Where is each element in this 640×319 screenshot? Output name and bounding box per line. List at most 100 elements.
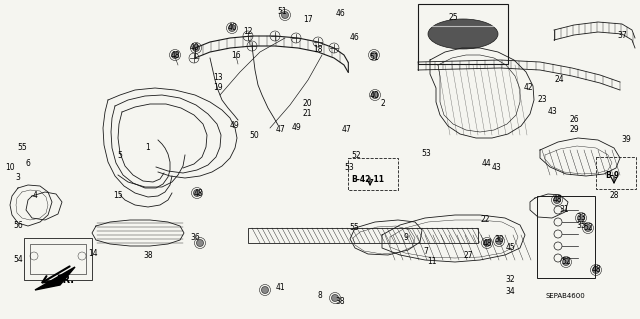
Bar	[596, 157, 636, 189]
Circle shape	[584, 225, 591, 232]
Text: 12: 12	[243, 27, 253, 36]
Text: 29: 29	[569, 125, 579, 135]
Text: 46: 46	[335, 10, 345, 19]
Text: 48: 48	[193, 189, 203, 197]
Text: 15: 15	[113, 190, 123, 199]
Text: 43: 43	[547, 108, 557, 116]
Text: 16: 16	[231, 51, 241, 61]
Text: 55: 55	[349, 224, 359, 233]
Text: B-9: B-9	[605, 172, 619, 181]
Text: 1: 1	[146, 144, 150, 152]
Circle shape	[563, 258, 570, 265]
Text: 21: 21	[302, 108, 312, 117]
Text: 11: 11	[428, 257, 436, 266]
Text: 37: 37	[617, 32, 627, 41]
Text: 55: 55	[17, 144, 27, 152]
Text: 51: 51	[369, 54, 379, 63]
Ellipse shape	[428, 19, 498, 49]
Text: 27: 27	[463, 251, 473, 261]
Polygon shape	[35, 267, 75, 290]
Text: SEPAB4600: SEPAB4600	[545, 293, 585, 299]
Circle shape	[371, 51, 378, 58]
Text: 22: 22	[480, 214, 490, 224]
Circle shape	[228, 25, 236, 32]
Text: 52: 52	[583, 224, 593, 233]
Text: 40: 40	[227, 24, 237, 33]
Text: 38: 38	[143, 250, 153, 259]
Text: 41: 41	[275, 284, 285, 293]
Text: 42: 42	[523, 84, 533, 93]
Text: 48: 48	[591, 265, 601, 275]
Text: 48: 48	[552, 196, 562, 204]
Text: 45: 45	[505, 243, 515, 253]
Bar	[30, 244, 86, 274]
Circle shape	[593, 266, 600, 273]
Circle shape	[172, 51, 179, 58]
Text: 34: 34	[505, 286, 515, 295]
Text: 44: 44	[481, 160, 491, 168]
Text: 46: 46	[350, 33, 360, 42]
Text: 36: 36	[190, 233, 200, 241]
Bar	[418, 4, 508, 64]
Text: 28: 28	[609, 191, 619, 201]
Circle shape	[495, 238, 502, 244]
Text: 54: 54	[13, 255, 23, 263]
Text: 13: 13	[213, 73, 223, 83]
Text: 20: 20	[302, 99, 312, 108]
Text: B-42-11: B-42-11	[351, 174, 385, 183]
Text: 49: 49	[291, 122, 301, 131]
Circle shape	[193, 189, 200, 197]
Text: 31: 31	[559, 205, 569, 214]
Circle shape	[332, 294, 339, 301]
Text: 10: 10	[5, 164, 15, 173]
Text: FR.: FR.	[56, 275, 74, 285]
Text: 19: 19	[213, 84, 223, 93]
Circle shape	[371, 92, 378, 99]
Circle shape	[262, 286, 269, 293]
Bar	[248, 228, 478, 243]
Circle shape	[282, 11, 289, 19]
Text: 33: 33	[576, 213, 586, 222]
Bar	[537, 196, 595, 278]
Text: 32: 32	[505, 275, 515, 284]
Text: 23: 23	[537, 95, 547, 105]
Text: 25: 25	[448, 13, 458, 23]
Text: 52: 52	[561, 257, 571, 266]
Text: 50: 50	[249, 130, 259, 139]
Text: 38: 38	[335, 296, 345, 306]
Text: 4: 4	[33, 191, 37, 201]
Text: 14: 14	[88, 249, 98, 258]
Text: 40: 40	[370, 91, 380, 100]
Circle shape	[193, 44, 200, 51]
Text: 52: 52	[351, 151, 361, 160]
Bar	[348, 158, 398, 190]
Text: 48: 48	[482, 239, 492, 248]
Text: 24: 24	[554, 76, 564, 85]
Text: 30: 30	[494, 235, 504, 244]
Text: 9: 9	[404, 234, 408, 242]
Text: 5: 5	[118, 151, 122, 160]
Text: 35: 35	[576, 221, 586, 231]
Text: 18: 18	[313, 46, 323, 55]
Text: 8: 8	[317, 291, 323, 300]
Text: 6: 6	[26, 159, 31, 167]
Text: 7: 7	[424, 248, 428, 256]
Text: 47: 47	[275, 125, 285, 135]
Circle shape	[554, 197, 561, 204]
Bar	[24, 238, 92, 280]
Text: 47: 47	[341, 125, 351, 135]
Circle shape	[196, 240, 204, 247]
Text: 48: 48	[170, 50, 180, 60]
Text: 2: 2	[381, 99, 385, 108]
Text: 40: 40	[189, 43, 199, 53]
Text: 39: 39	[621, 136, 631, 145]
Circle shape	[483, 240, 490, 247]
Text: 53: 53	[344, 164, 354, 173]
Text: 56: 56	[13, 220, 23, 229]
Text: 43: 43	[491, 164, 501, 173]
Circle shape	[577, 214, 584, 221]
Text: 53: 53	[421, 149, 431, 158]
Text: 26: 26	[569, 115, 579, 124]
Text: 49: 49	[229, 121, 239, 130]
Text: 51: 51	[277, 8, 287, 17]
